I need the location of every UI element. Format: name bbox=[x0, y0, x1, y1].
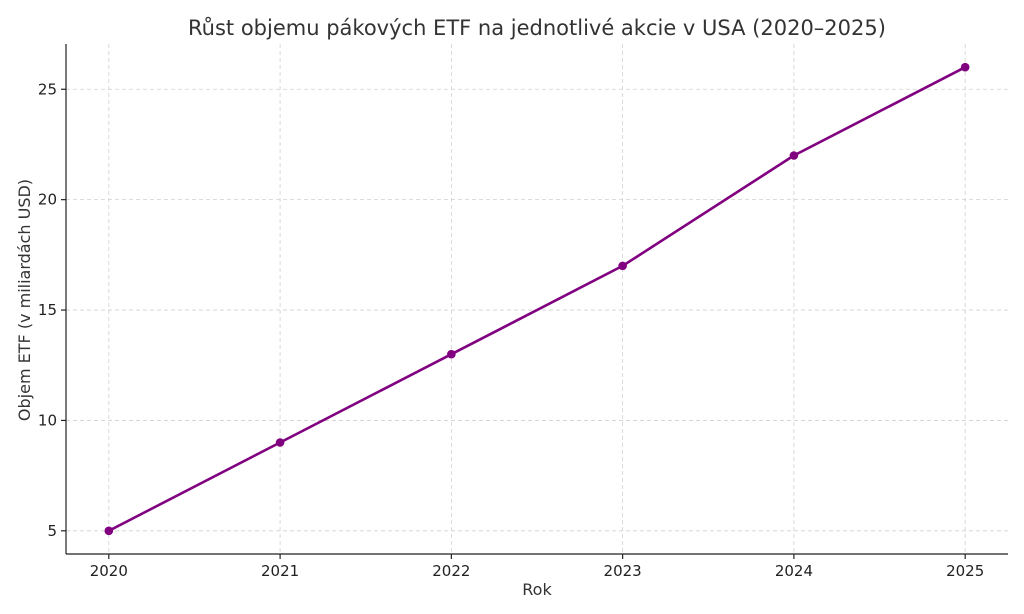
x-tick-label-2024: 2024 bbox=[775, 562, 813, 580]
y-tick-label-25: 25 bbox=[38, 80, 57, 98]
grid bbox=[66, 44, 1008, 554]
chart-title: Růst objemu pákových ETF na jednotlivé a… bbox=[188, 16, 886, 40]
x-tick-label-2022: 2022 bbox=[432, 562, 470, 580]
data-point-2025 bbox=[960, 62, 970, 72]
y-axis-label: Objem ETF (v miliardách USD) bbox=[15, 179, 34, 421]
data-point-2024 bbox=[789, 151, 799, 160]
x-tick-label-2021: 2021 bbox=[261, 562, 299, 580]
series-layer bbox=[104, 62, 970, 536]
data-point-2021 bbox=[275, 438, 285, 447]
x-tick-label-2020: 2020 bbox=[90, 562, 128, 580]
y-tick-label-15: 15 bbox=[38, 301, 57, 319]
y-tick-label-5: 5 bbox=[47, 522, 57, 540]
y-tick-label-20: 20 bbox=[38, 191, 57, 209]
x-axis-label: Rok bbox=[522, 580, 552, 599]
data-point-2022 bbox=[447, 349, 456, 359]
axes bbox=[61, 44, 1008, 559]
data-point-2020 bbox=[104, 526, 114, 536]
x-tick-label-2023: 2023 bbox=[604, 562, 642, 580]
y-tick-label-10: 10 bbox=[38, 411, 57, 429]
series-line-0 bbox=[107, 65, 967, 533]
x-tick-label-2025: 2025 bbox=[946, 562, 984, 580]
data-point-2023 bbox=[618, 261, 627, 271]
